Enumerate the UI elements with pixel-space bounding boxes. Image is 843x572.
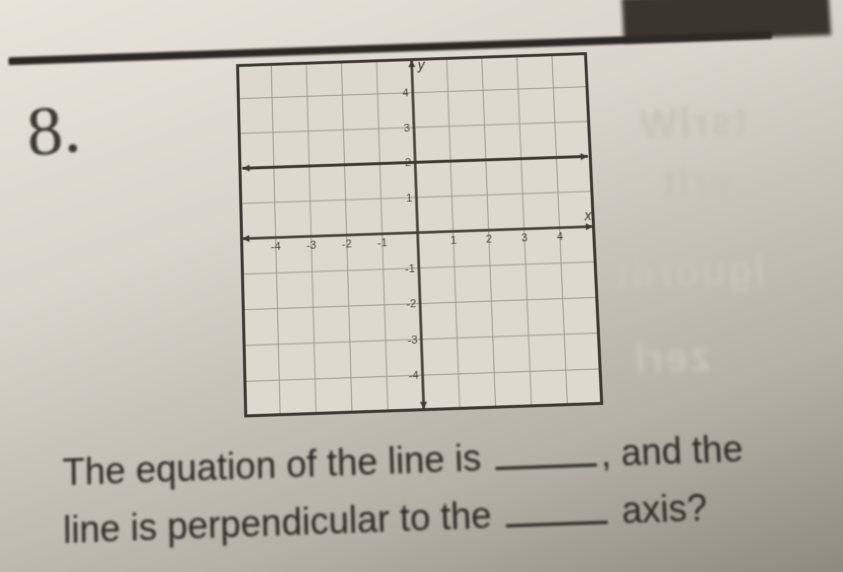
svg-text:1: 1 bbox=[406, 192, 413, 204]
sentence-part: The equation of the line is bbox=[62, 436, 492, 493]
svg-text:1: 1 bbox=[450, 235, 457, 247]
question-text: The equation of the line is , and the li… bbox=[62, 418, 821, 559]
svg-text:-4: -4 bbox=[409, 370, 419, 383]
svg-text:-2: -2 bbox=[406, 299, 416, 312]
sentence-part: axis? bbox=[611, 486, 709, 532]
svg-text:3: 3 bbox=[521, 233, 528, 245]
question-number: 8. bbox=[24, 88, 83, 174]
graph-svg: -4-3-2-11234-4-3-2-11234xy bbox=[236, 52, 603, 417]
bleed-through-text: lguordt bbox=[613, 248, 767, 298]
svg-text:3: 3 bbox=[404, 123, 410, 135]
svg-text:-1: -1 bbox=[377, 238, 387, 250]
svg-text:-3: -3 bbox=[407, 334, 417, 347]
svg-text:-1: -1 bbox=[405, 263, 415, 275]
coordinate-grid: -4-3-2-11234-4-3-2-11234xy bbox=[236, 52, 603, 417]
blank-equation bbox=[495, 435, 598, 470]
svg-text:4: 4 bbox=[403, 88, 409, 100]
bleed-through-text: erlt bbox=[660, 160, 732, 207]
sentence-part: line is perpendicular to the bbox=[63, 493, 503, 551]
svg-text:4: 4 bbox=[557, 231, 564, 243]
blank-axis bbox=[505, 492, 608, 527]
sentence-part: , and the bbox=[600, 428, 744, 475]
svg-text:-2: -2 bbox=[342, 239, 352, 251]
svg-text:-4: -4 bbox=[271, 241, 281, 253]
svg-text:-3: -3 bbox=[306, 240, 316, 252]
svg-text:2: 2 bbox=[486, 234, 493, 246]
bleed-through-text: zerl bbox=[631, 335, 711, 383]
bleed-through-text: tsrlW bbox=[637, 100, 748, 148]
